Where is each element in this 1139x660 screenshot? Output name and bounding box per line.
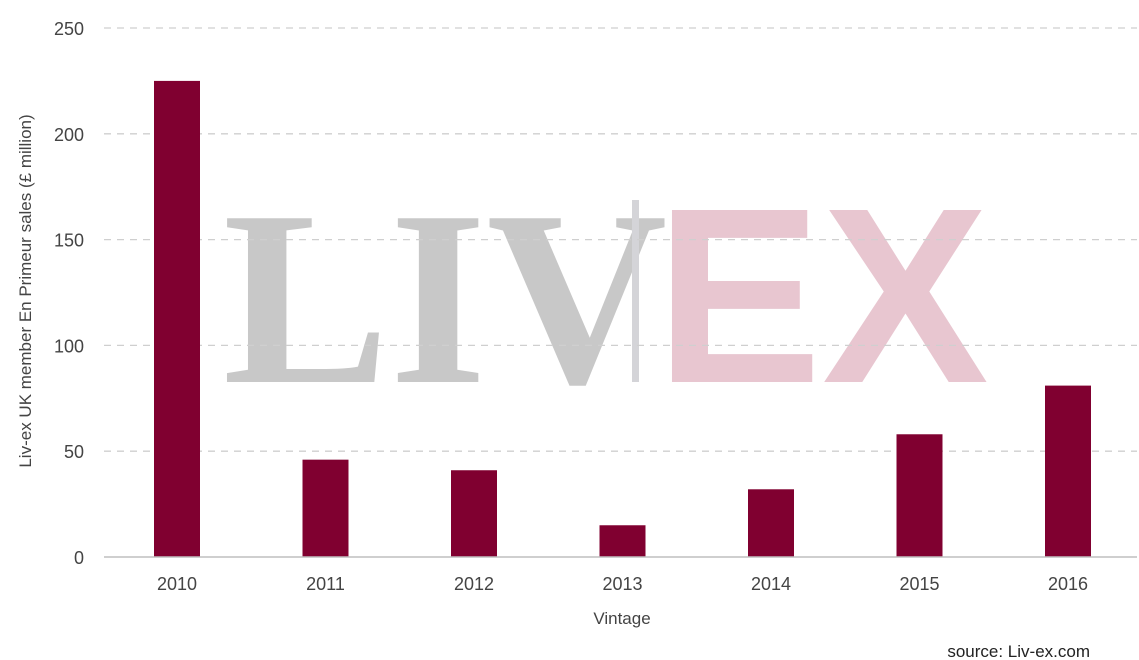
y-tick-label: 150 [54, 231, 84, 251]
x-tick-label: 2016 [1048, 574, 1088, 594]
watermark-divider [632, 200, 639, 382]
y-tick-label: 100 [54, 336, 84, 356]
x-axis-label: Vintage [593, 609, 650, 628]
y-tick-label: 0 [74, 548, 84, 568]
bar-2016 [1045, 385, 1091, 557]
y-axis-label: Liv-ex UK member En Primeur sales (£ mil… [16, 114, 35, 467]
x-tick-label: 2011 [306, 574, 345, 594]
bar-2013 [599, 525, 646, 557]
liv-ex-watermark-logo: LIV EX [223, 156, 989, 437]
bar-2012 [451, 470, 497, 557]
x-tick-label: 2010 [157, 574, 197, 594]
watermark-liv-text: LIV [223, 160, 668, 437]
bar-2014 [748, 489, 794, 557]
y-tick-label: 250 [54, 19, 84, 39]
x-axis-tick-labels: 2010 2011 2012 2013 2014 2015 2016 [157, 574, 1088, 594]
x-tick-label: 2015 [899, 574, 939, 594]
gridlines [104, 27, 1137, 452]
y-tick-label: 50 [64, 442, 84, 462]
x-tick-label: 2012 [454, 574, 494, 594]
bars [154, 80, 1091, 558]
bar-2011 [302, 459, 349, 557]
bar-2010 [154, 80, 200, 558]
y-axis-tick-labels: 0 50 100 150 200 250 [54, 19, 84, 568]
y-tick-label: 200 [54, 125, 84, 145]
bar-2015 [896, 434, 943, 557]
x-tick-label: 2014 [751, 574, 791, 594]
x-tick-label: 2013 [602, 574, 642, 594]
watermark-ex-text: EX [655, 156, 989, 435]
source-note: source: Liv-ex.com [947, 642, 1090, 660]
